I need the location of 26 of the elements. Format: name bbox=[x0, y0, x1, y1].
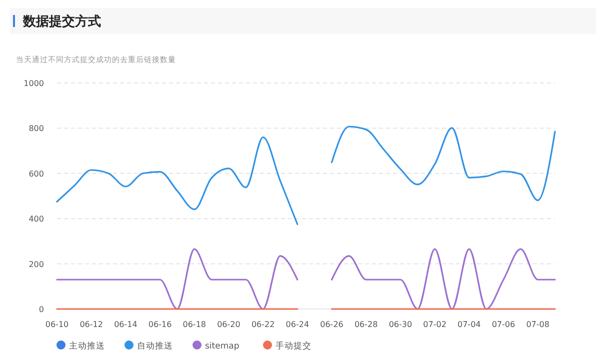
y-tick-label: 0 bbox=[38, 305, 44, 314]
x-tick-label: 06-26 bbox=[320, 320, 344, 329]
y-tick-label: 1000 bbox=[24, 79, 44, 88]
legend-label: 主动推送 bbox=[69, 340, 105, 352]
legend-label: 手动提交 bbox=[276, 340, 312, 352]
x-tick-label: 06-12 bbox=[80, 320, 103, 329]
legend-label: sitemap bbox=[205, 342, 240, 352]
x-tick-label: 06-22 bbox=[251, 320, 275, 329]
y-tick-label: 400 bbox=[28, 214, 44, 224]
x-tick-label: 06-10 bbox=[45, 320, 69, 329]
x-tick-label: 06-16 bbox=[148, 320, 172, 329]
x-tick-label: 06-28 bbox=[354, 320, 378, 329]
x-tick-label: 07-06 bbox=[492, 320, 516, 329]
x-tick-label: 07-08 bbox=[526, 320, 550, 329]
x-tick-label: 06-14 bbox=[114, 320, 138, 329]
x-tick-label: 06-24 bbox=[286, 320, 310, 329]
x-tick-label: 07-02 bbox=[423, 320, 446, 329]
x-tick-label: 07-04 bbox=[458, 320, 481, 329]
x-tick-label: 06-30 bbox=[388, 320, 412, 329]
y-tick-label: 800 bbox=[28, 124, 44, 134]
legend-label: 自动推送 bbox=[137, 340, 173, 352]
x-tick-label: 06-18 bbox=[182, 320, 206, 329]
chart-title: 数据提交方式 bbox=[22, 14, 101, 30]
y-tick-label: 600 bbox=[28, 169, 44, 178]
y-tick-label: 200 bbox=[28, 260, 44, 269]
x-tick-label: 06-20 bbox=[217, 320, 240, 329]
